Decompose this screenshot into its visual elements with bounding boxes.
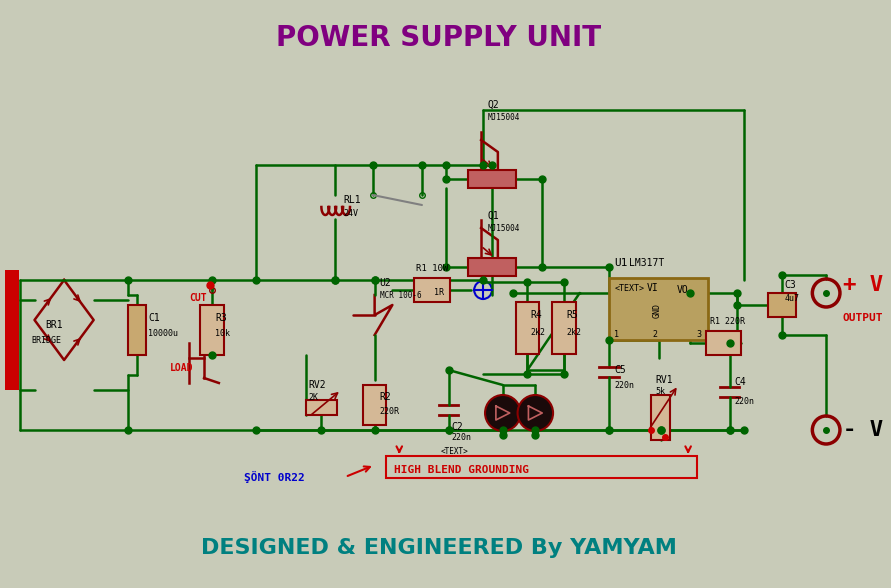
Text: R1 220R: R1 220R <box>710 316 745 326</box>
Text: 10000u: 10000u <box>148 329 178 338</box>
Text: HIGH BLEND GROUNDING: HIGH BLEND GROUNDING <box>395 465 529 475</box>
Text: R5: R5 <box>567 310 578 320</box>
Bar <box>387 456 697 478</box>
Text: ŞÖNT 0R22: ŞÖNT 0R22 <box>244 471 306 483</box>
Bar <box>200 305 224 355</box>
Bar <box>363 385 387 425</box>
Text: C2: C2 <box>452 422 463 432</box>
Text: MJ15004: MJ15004 <box>488 223 520 232</box>
Text: 2k2: 2k2 <box>530 328 545 336</box>
Text: C4: C4 <box>734 377 747 387</box>
Bar <box>552 302 576 354</box>
Text: Q1: Q1 <box>488 211 500 221</box>
Text: 220n: 220n <box>734 397 755 406</box>
Text: 10k: 10k <box>215 329 230 338</box>
Text: 5k: 5k <box>656 387 666 396</box>
Bar <box>706 331 741 355</box>
Text: BRIDGE: BRIDGE <box>31 336 61 345</box>
Text: GND: GND <box>652 302 662 318</box>
Bar <box>128 305 146 355</box>
Bar <box>306 400 337 415</box>
Bar <box>469 258 516 276</box>
Text: POWER SUPPLY UNIT: POWER SUPPLY UNIT <box>276 24 601 52</box>
Text: <TEXT>: <TEXT> <box>614 283 644 292</box>
Circle shape <box>518 395 553 431</box>
Text: 1R: 1R <box>434 288 444 296</box>
Text: 2k2: 2k2 <box>567 328 582 336</box>
Text: LM317T: LM317T <box>629 258 664 268</box>
Text: + V: + V <box>843 275 883 295</box>
Text: VI: VI <box>647 283 658 293</box>
Text: R1 10W: R1 10W <box>416 263 448 272</box>
Text: VO: VO <box>676 285 688 295</box>
Text: R2: R2 <box>380 392 391 402</box>
Text: Q2: Q2 <box>488 100 500 110</box>
Bar <box>516 302 539 354</box>
Text: R4: R4 <box>530 310 542 320</box>
Text: LOAD: LOAD <box>169 363 193 373</box>
Text: CUT: CUT <box>189 293 207 303</box>
Bar <box>469 170 516 188</box>
Text: 220n: 220n <box>452 433 471 443</box>
Text: 24V: 24V <box>343 209 358 218</box>
Text: C5: C5 <box>614 365 626 375</box>
Bar <box>768 293 796 317</box>
Text: 2K: 2K <box>308 393 319 402</box>
Bar <box>650 395 670 440</box>
Text: C1: C1 <box>148 313 159 323</box>
Bar <box>414 278 450 302</box>
Text: R3: R3 <box>215 313 226 323</box>
Text: <TEXT>: <TEXT> <box>441 446 469 456</box>
Text: MJ15004: MJ15004 <box>488 112 520 122</box>
Text: 4u7: 4u7 <box>785 293 800 302</box>
Text: RV2: RV2 <box>308 380 326 390</box>
Text: U1: U1 <box>614 258 627 268</box>
Text: U2: U2 <box>380 278 391 288</box>
Text: OUTPUT: OUTPUT <box>843 313 883 323</box>
Text: 220n: 220n <box>614 380 634 389</box>
Text: 3: 3 <box>696 329 701 339</box>
Text: RV1: RV1 <box>656 375 674 385</box>
Text: C3: C3 <box>785 280 797 290</box>
Text: AC 22V: AC 22V <box>7 300 17 339</box>
Text: 2: 2 <box>652 329 658 339</box>
Text: 220R: 220R <box>380 406 399 416</box>
Text: DESIGNED & ENGINEERED By YAMYAM: DESIGNED & ENGINEERED By YAMYAM <box>200 538 676 558</box>
Text: BR1: BR1 <box>45 320 63 330</box>
Text: MCR 100-6: MCR 100-6 <box>380 290 421 299</box>
Text: - V: - V <box>843 420 883 440</box>
Text: RL1: RL1 <box>343 195 361 205</box>
Bar <box>5 270 19 390</box>
Bar <box>609 278 707 340</box>
Text: 1: 1 <box>614 329 619 339</box>
Circle shape <box>485 395 520 431</box>
